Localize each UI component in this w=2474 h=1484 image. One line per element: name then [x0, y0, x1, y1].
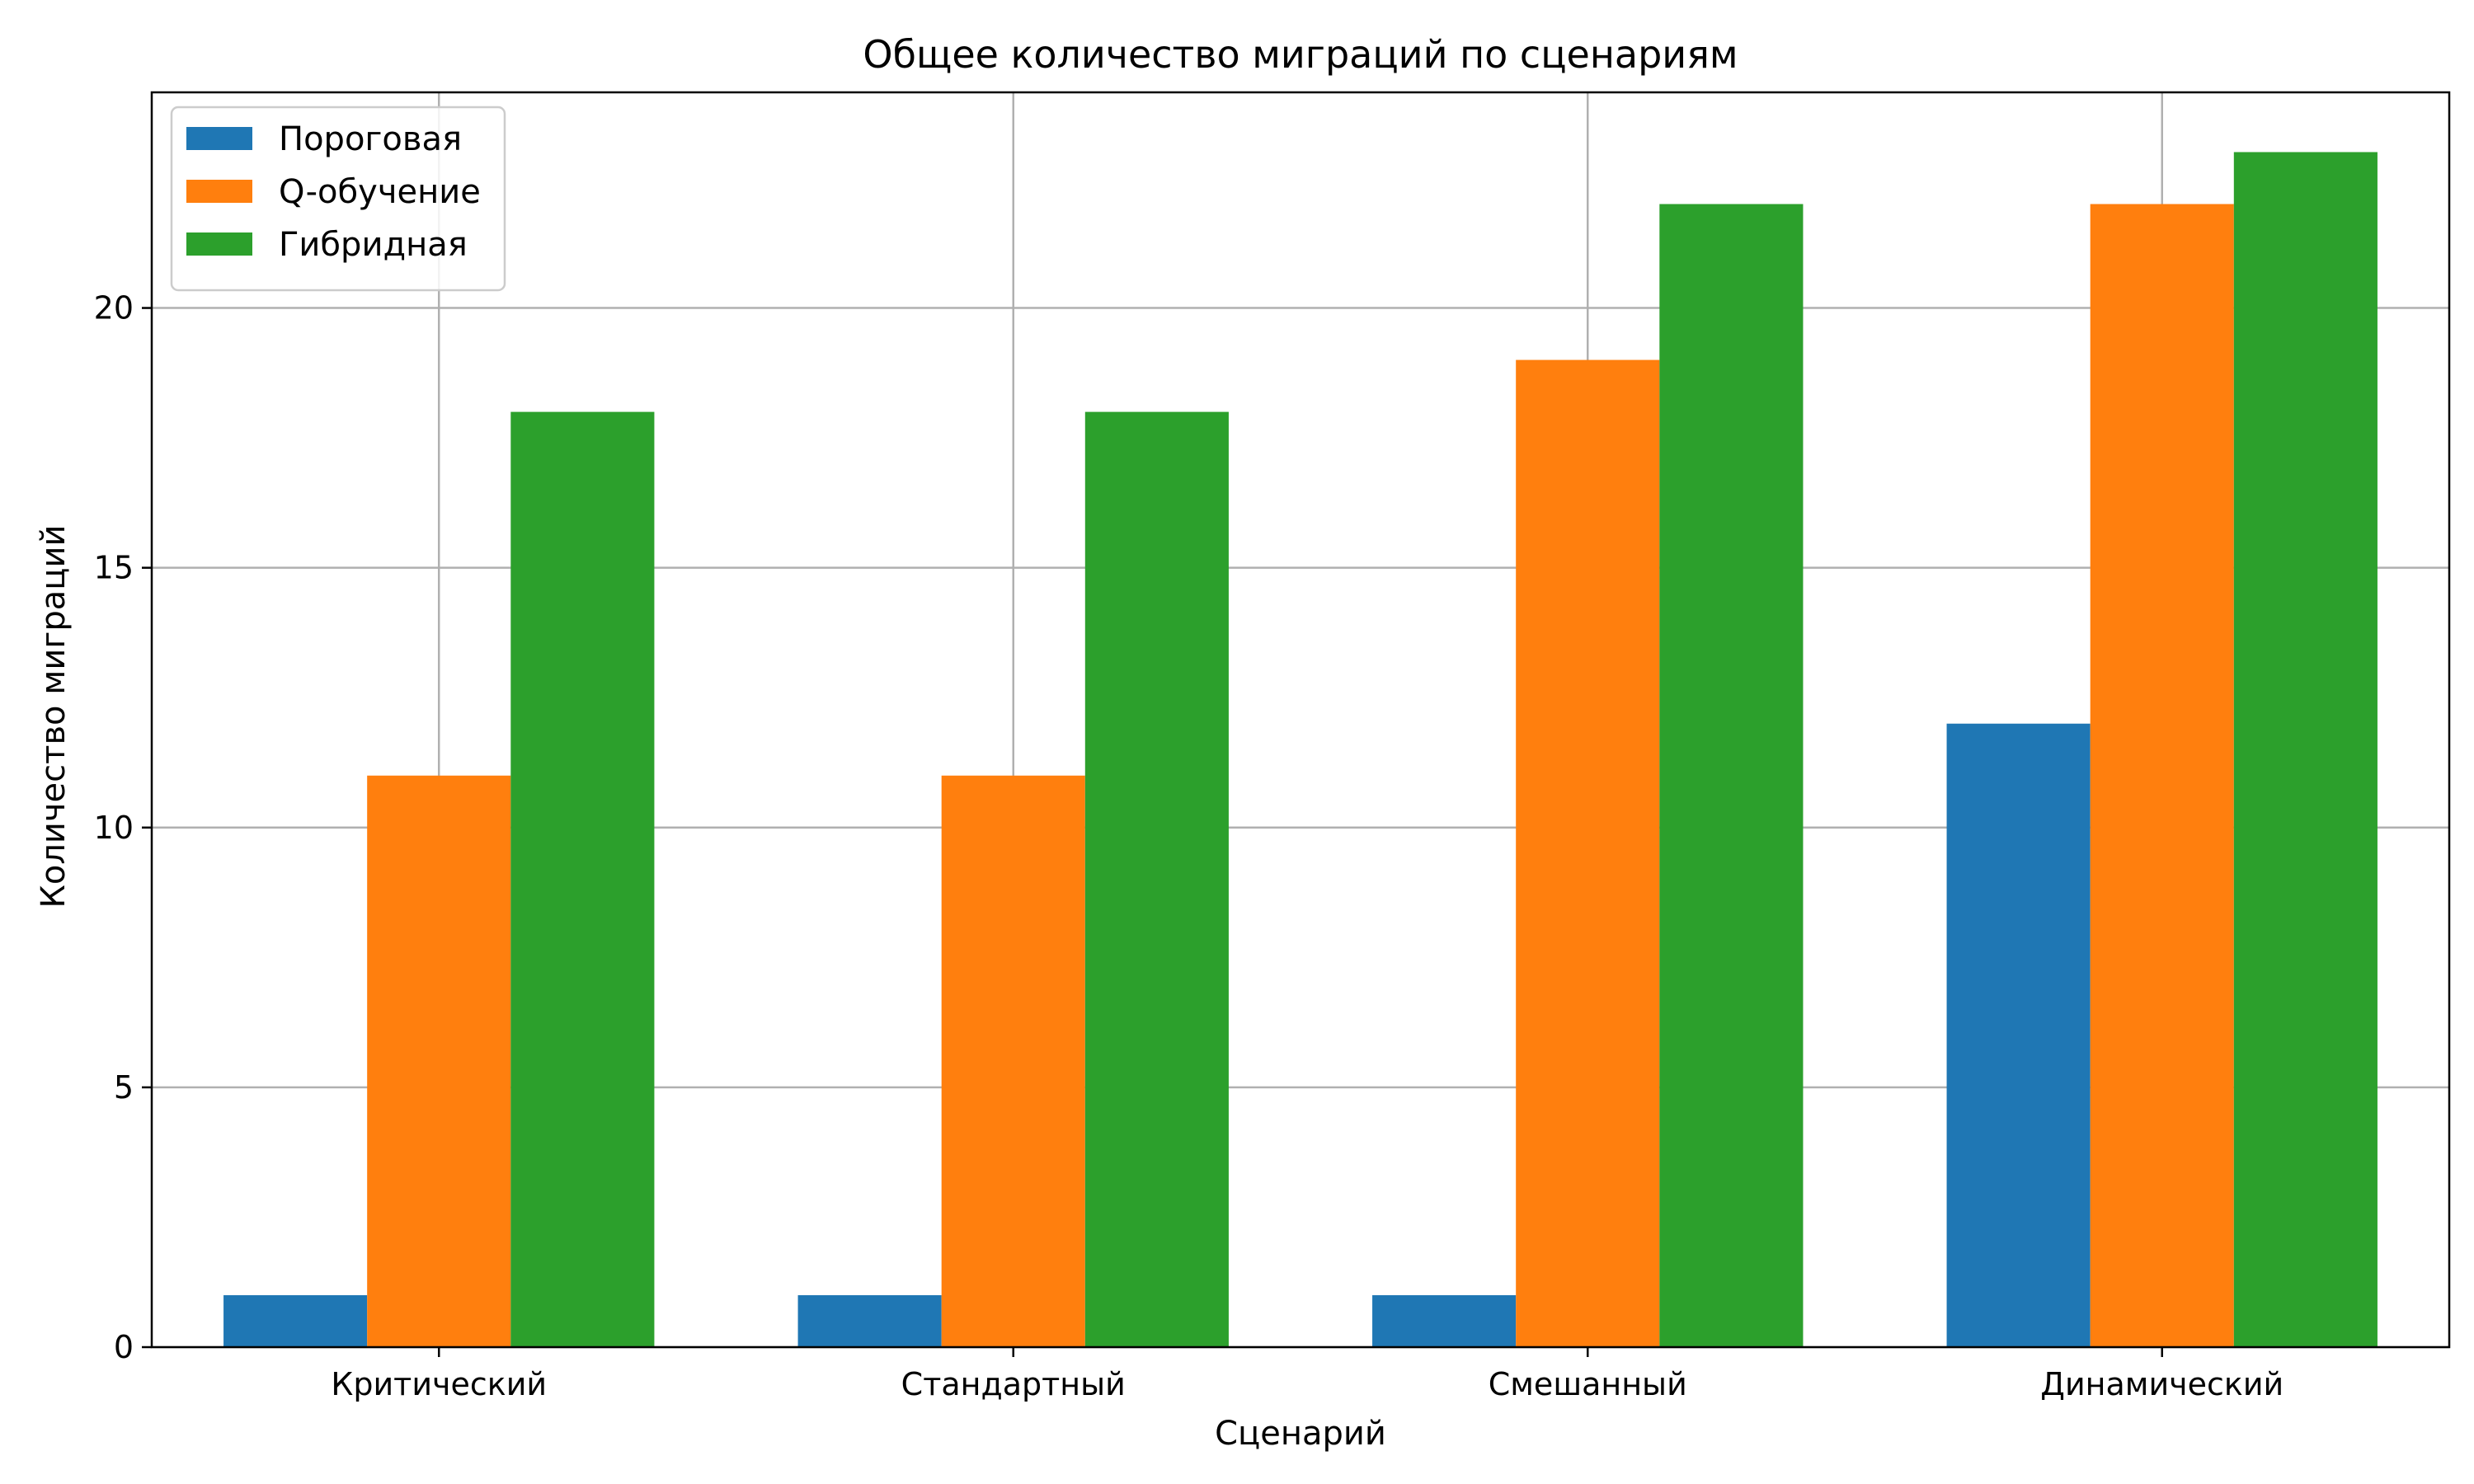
- legend-label-2: Q-обучение: [279, 173, 481, 211]
- legend-swatch-3: [186, 232, 252, 256]
- bar-3-1: [510, 411, 655, 1347]
- legend-box: [170, 106, 506, 292]
- bar-1-1: [223, 1294, 368, 1347]
- bar-3-2: [1084, 411, 1229, 1347]
- legend: Пороговая Q-обучение Гибридная: [170, 106, 506, 292]
- legend-label-1: Пороговая: [279, 120, 462, 158]
- x-tick-label: Критический: [331, 1366, 547, 1402]
- x-tick-label: Стандартный: [901, 1366, 1126, 1402]
- y-axis-label: Количество миграций: [35, 524, 73, 908]
- legend-swatch-1: [186, 127, 252, 150]
- bar-2-3: [1516, 359, 1660, 1348]
- bar-2-2: [941, 775, 1085, 1347]
- y-tick-label: 15: [94, 550, 134, 586]
- plot-frame: [150, 91, 2451, 1349]
- y-tick-label: 0: [114, 1329, 134, 1365]
- legend-swatch-2: [186, 180, 252, 203]
- y-tick-label: 10: [94, 810, 134, 846]
- bar-1-4: [1946, 723, 2091, 1347]
- axes-layer: 0 5 10 15 20 Критический Стандартный Смешанный Д…: [94, 91, 2451, 1402]
- chart-title: Общее количество миграций по сценариям: [863, 32, 1738, 77]
- x-tick-label: Смешанный: [1489, 1366, 1687, 1402]
- bar-1-2: [797, 1294, 942, 1347]
- bars-layer: [223, 152, 2378, 1348]
- bar-3-3: [1659, 204, 1804, 1347]
- y-tick-label: 20: [94, 290, 134, 326]
- y-tick-label: 5: [114, 1069, 134, 1106]
- bar-3-4: [2233, 152, 2378, 1347]
- legend-label-3: Гибридная: [279, 226, 468, 264]
- x-tick-label: Динамический: [2040, 1366, 2284, 1402]
- bar-1-3: [1372, 1294, 1517, 1347]
- x-axis-label: Сценарий: [1215, 1415, 1386, 1453]
- bar-2-1: [367, 775, 511, 1347]
- bar-2-4: [2090, 204, 2234, 1347]
